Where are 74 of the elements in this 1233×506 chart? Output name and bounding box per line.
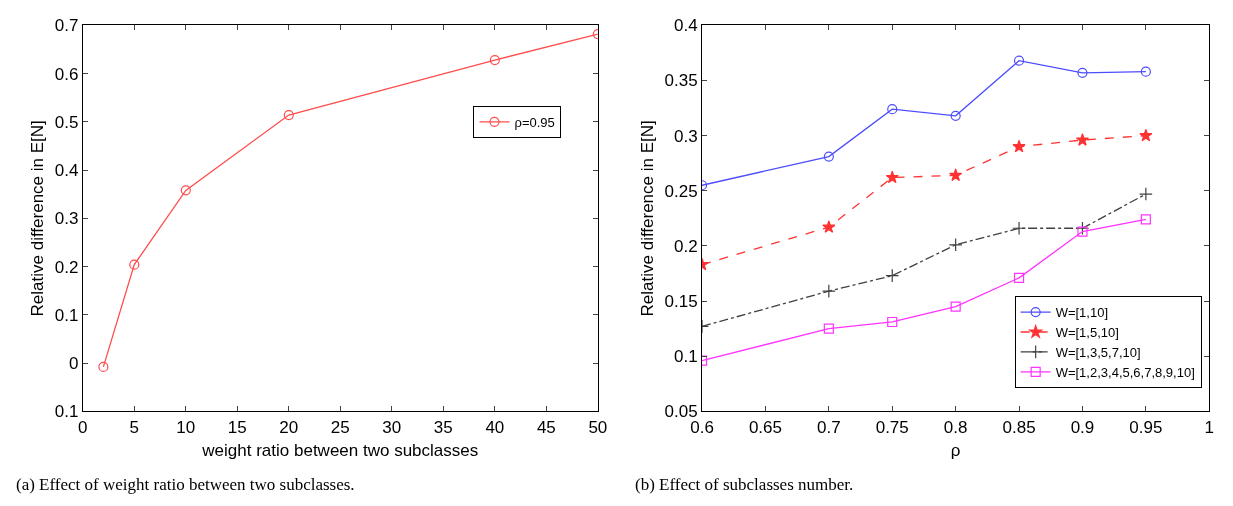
point	[1075, 133, 1090, 146]
x-tick-label: 0.85	[1002, 417, 1036, 437]
point	[180, 185, 191, 196]
x-tick-label: 0.8	[943, 417, 968, 437]
point	[887, 316, 898, 328]
point	[949, 168, 963, 182]
point	[1012, 139, 1026, 153]
x-tick-label: 15	[227, 417, 247, 437]
point	[885, 268, 900, 283]
text: (a) Effect of weight ratio between two subclasses.	[16, 475, 355, 494]
x-tick-label: 0.95	[1129, 417, 1163, 437]
legend-label: W=[1,3,5,7,10]	[1055, 344, 1141, 360]
y-tick-label: 0.25	[664, 181, 698, 201]
legend-label: W=[1,5,10]	[1055, 325, 1119, 341]
point	[129, 259, 140, 270]
y-tick-label: 0.5	[54, 112, 79, 132]
point	[1138, 187, 1153, 201]
x-axis-title: weight ratio between two subclasses	[201, 441, 479, 461]
y-tick-label: 0.2	[674, 236, 698, 256]
x-tick-label: 20	[279, 417, 299, 437]
point	[823, 323, 834, 334]
point	[1140, 214, 1151, 225]
x-tick-label: 25	[330, 417, 350, 437]
y-tick-label: 0.1	[54, 305, 79, 325]
x-tick-label: 0.75	[875, 417, 909, 437]
y-tick-label: 0.15	[664, 291, 698, 311]
legend-label: W=[1,2,3,4,5,6,7,8,9,10]	[1055, 364, 1195, 380]
point	[1013, 55, 1025, 66]
x-tick-label: 35	[433, 417, 453, 437]
point	[1075, 221, 1090, 236]
y-tick-label: 0.2	[54, 257, 79, 277]
y-tick-label: 0	[68, 354, 79, 374]
point	[887, 104, 898, 115]
y-tick-label: 0.1	[674, 347, 698, 367]
y-tick-label: 0.1	[54, 402, 79, 422]
point	[1139, 128, 1153, 142]
y-tick-label: 0.3	[674, 126, 698, 146]
point	[950, 301, 961, 312]
y-tick-label: 0.6	[54, 64, 79, 84]
point	[885, 170, 899, 184]
point	[1013, 272, 1025, 283]
point	[821, 284, 836, 299]
x-tick-label: 5	[129, 417, 140, 437]
point	[950, 110, 961, 121]
point	[489, 54, 500, 66]
x-tick-label: 0.65	[748, 417, 782, 437]
point	[98, 361, 109, 373]
legend-label: W=[1,10]	[1055, 305, 1109, 321]
x-tick-label: 0.9	[1070, 417, 1095, 437]
x-tick-label: 40	[485, 417, 505, 437]
x-tick-label: 50	[588, 417, 608, 437]
y-axis-title: Relative difference in E[N]	[28, 120, 48, 317]
point	[1077, 67, 1088, 78]
x-tick-label: 1	[1204, 417, 1214, 437]
point	[1077, 226, 1088, 237]
y-tick-label: 0.4	[54, 161, 79, 181]
x-tick-label: 10	[176, 417, 196, 437]
x-tick-label: 30	[382, 417, 402, 437]
point	[283, 109, 294, 121]
y-tick-label: 0.35	[664, 71, 698, 91]
point	[823, 151, 834, 162]
x-tick-label: 0.7	[817, 417, 841, 437]
y-axis-title: Relative difference in E[N]	[638, 120, 658, 317]
point	[1140, 66, 1151, 77]
point	[822, 220, 836, 233]
y-tick-label: 0.3	[54, 209, 79, 229]
legend-label: ρ=0.95	[514, 114, 555, 130]
x-tick-label: 45	[536, 417, 556, 437]
y-tick-label: 0.7	[54, 16, 79, 36]
point	[948, 237, 963, 252]
x-axis-title: ρ	[950, 441, 961, 461]
text: (b) Effect of subclasses number.	[635, 475, 854, 494]
point	[1012, 221, 1026, 236]
y-tick-label: 0.4	[674, 16, 698, 36]
